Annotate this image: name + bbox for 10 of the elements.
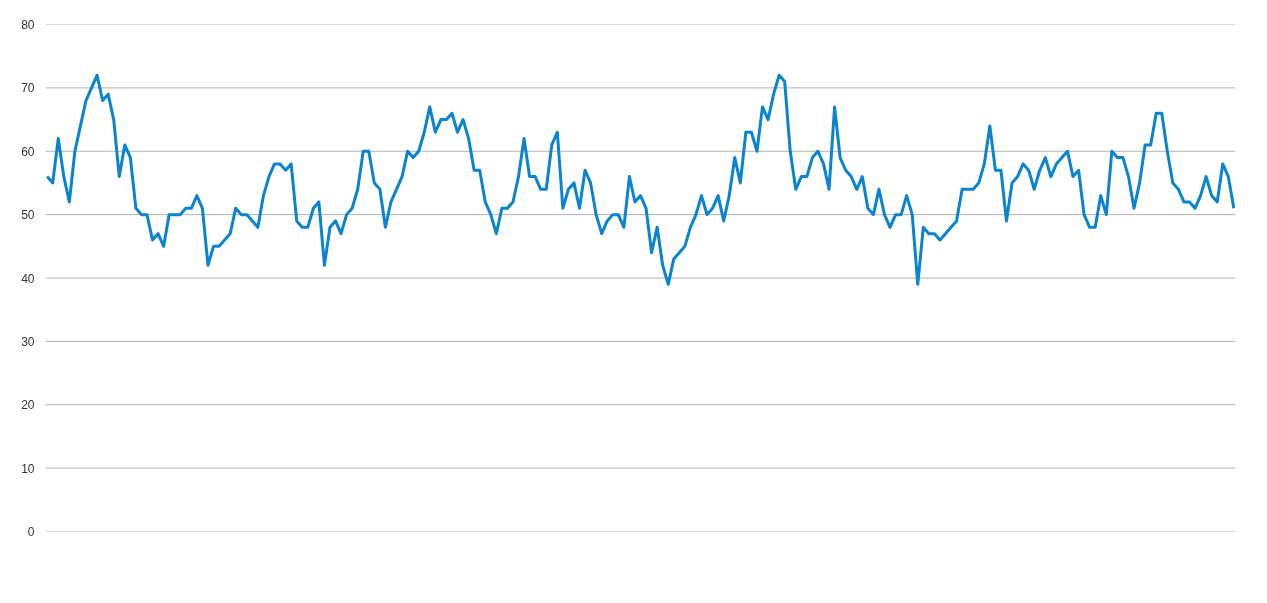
y-tick-label: 60 [21, 144, 35, 159]
line-series [45, 73, 1236, 286]
y-tick-label: 0 [27, 525, 35, 539]
y-tick-label: 80 [21, 18, 35, 32]
y-tick-label: 50 [21, 208, 35, 223]
y-tick-label: 20 [21, 398, 35, 413]
y-tick-label: 70 [21, 81, 35, 96]
y-tick-label: 40 [21, 271, 35, 286]
y-tick-label: 10 [21, 461, 35, 476]
y-tick-label: 30 [21, 334, 35, 349]
